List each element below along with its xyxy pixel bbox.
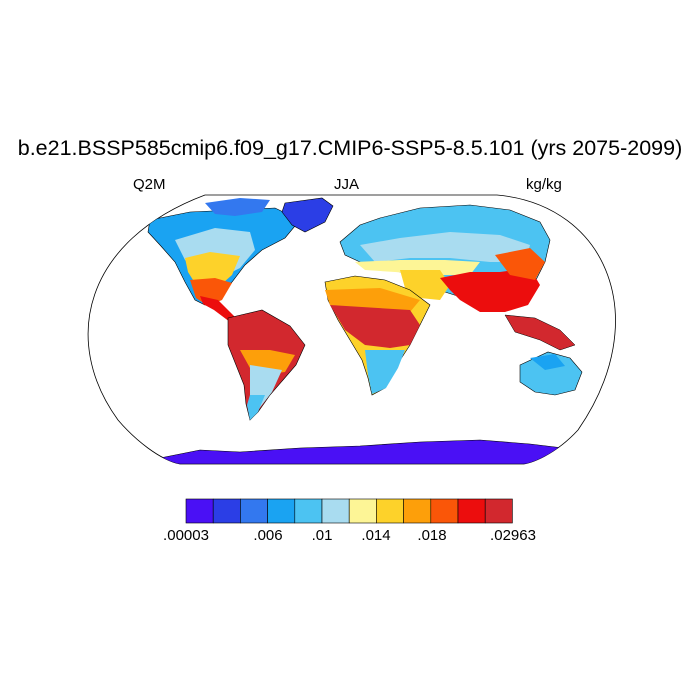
east-asia-warm [495,248,545,280]
colorbar-tick-label: .018 [417,527,447,544]
colorbar-swatch [484,498,513,524]
variable-label: Q2M [133,176,166,193]
map-title: b.e21.BSSP585cmip6.f09_g17.CMIP6-SSP5-8.… [17,136,683,160]
africa-south [365,350,405,394]
southeast-asia-islands [504,314,576,351]
colorbar-swatch [267,498,296,524]
colorbar-tick-label: .02963 [490,527,536,544]
north-america-south [190,278,232,306]
south-asia [440,268,540,312]
antarctica-land [159,439,616,464]
colorbar-tick-label: .014 [361,527,391,544]
colorbar-tick-label: .01 [311,527,333,544]
colorbar-swatch [376,498,404,524]
colorbar-tick-label: .006 [253,527,283,544]
colorbar-swatch [240,498,268,524]
eurasia-warm [355,260,480,275]
colorbar-swatch [403,498,432,524]
colorbar-swatch [212,498,241,524]
eurasia-mid [360,232,530,262]
colorbar-tick-label: .00003 [163,527,209,544]
colorbar-swatch [185,498,214,524]
colorbar-swatch [321,498,350,524]
colorbar-swatch [457,498,486,524]
africa-tropics [330,305,420,348]
australia-north [530,354,565,370]
africa-north [325,288,420,312]
australia-land [519,351,583,396]
units-label: kg/kg [526,176,562,193]
arctic-islands [205,198,270,216]
colorbar-swatch [294,498,323,524]
season-label: JJA [334,176,360,193]
patagonia [247,395,265,420]
central-america [200,296,236,322]
colorbar [185,498,513,524]
greenland-land [281,197,334,233]
colorbar-swatch [430,498,459,524]
colorbar-swatch [348,498,377,524]
